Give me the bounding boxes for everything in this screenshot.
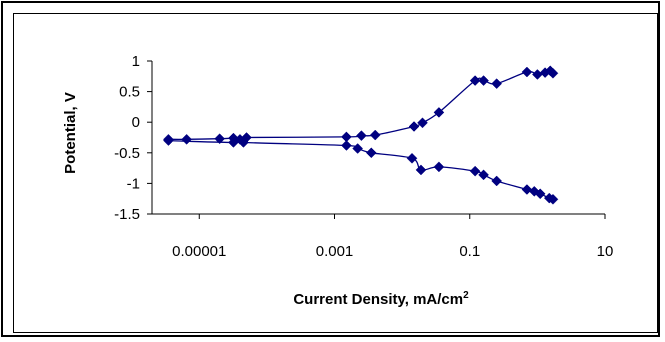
- y-tick-label: 0.5: [119, 84, 140, 101]
- data-point-marker: [181, 133, 192, 145]
- y-tick-label: -1.5: [114, 206, 140, 223]
- data-point-marker: [369, 129, 381, 141]
- x-axis-title: Current Density, mA/cm2: [293, 290, 469, 308]
- data-point-marker: [415, 164, 427, 176]
- y-axis-title: Potential, V: [62, 92, 79, 174]
- data-point-marker: [406, 152, 418, 164]
- axes: [147, 60, 606, 219]
- data-point-marker: [521, 66, 533, 78]
- x-tick-label: 0.1: [459, 243, 480, 260]
- data-markers: [163, 65, 559, 205]
- tick-labels: 1 0.5 0 -0.5 -1 -1.5 0.00001 0.001 0.1 10: [114, 53, 613, 260]
- data-point-marker: [532, 69, 543, 80]
- x-axis-title-main: Current Density, mA/cm: [293, 291, 463, 308]
- data-point-marker: [356, 130, 367, 142]
- data-point-marker: [163, 135, 174, 146]
- data-point-marker: [234, 133, 246, 145]
- x-tick-label: 0.00001: [172, 243, 226, 260]
- data-point-marker: [521, 184, 533, 195]
- data-point-marker: [433, 107, 445, 118]
- x-axis-title-superscript: 2: [463, 290, 469, 301]
- data-point-marker: [547, 193, 559, 205]
- data-point-marker: [469, 75, 481, 86]
- data-point-marker: [352, 143, 364, 154]
- data-point-marker: [214, 133, 225, 145]
- data-point-marker: [534, 188, 546, 200]
- y-tick-label: 1: [132, 53, 140, 70]
- data-point-marker: [491, 78, 503, 89]
- data-point-marker: [365, 147, 377, 159]
- data-point-marker: [433, 161, 445, 173]
- data-point-marker: [417, 117, 428, 129]
- x-tick-label: 0.001: [316, 243, 354, 260]
- data-point-marker: [408, 121, 420, 132]
- x-tick-label: 10: [597, 243, 614, 260]
- y-tick-label: -0.5: [114, 145, 140, 162]
- data-point-marker: [478, 169, 489, 181]
- data-point-marker: [341, 140, 352, 151]
- data-point-marker: [478, 75, 489, 86]
- y-tick-label: -1: [127, 175, 140, 192]
- y-tick-label: 0: [132, 114, 140, 131]
- data-point-marker: [469, 165, 481, 177]
- data-point-marker: [491, 175, 503, 187]
- data-point-marker: [547, 67, 559, 79]
